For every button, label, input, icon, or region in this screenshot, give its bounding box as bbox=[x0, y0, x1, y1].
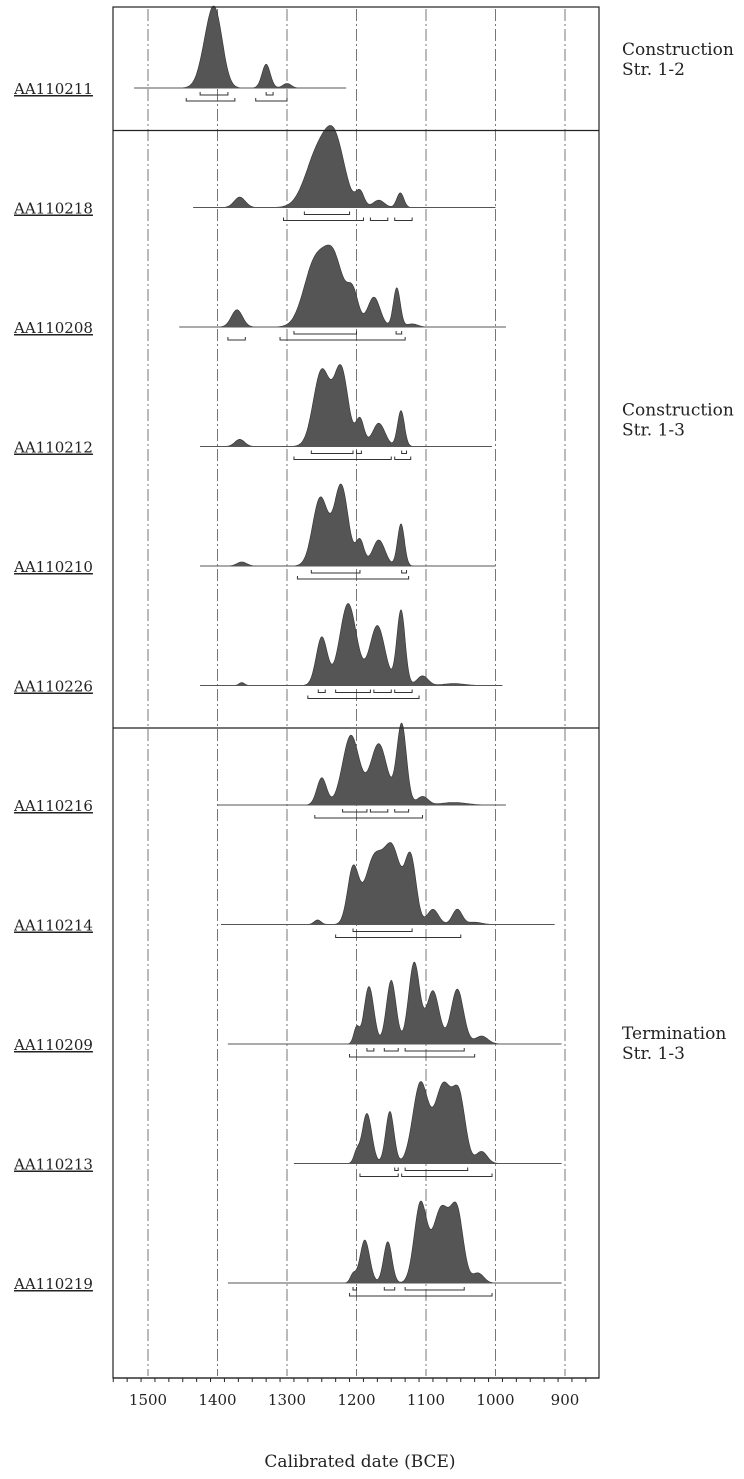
sample-AA110218 bbox=[193, 125, 496, 221]
sigma1-range-AA110209-0 bbox=[366, 1048, 375, 1052]
sigma2-range-AA110213-0 bbox=[359, 1173, 399, 1177]
sample-AA110219 bbox=[227, 1200, 562, 1297]
sample-AA110210 bbox=[200, 483, 496, 580]
sigma1-range-AA110208-1 bbox=[395, 331, 403, 335]
sample-labels: AA110211 AA110218 AA110208 AA110212 AA110210… bbox=[13, 80, 93, 1293]
tick-label-1200: 1200 bbox=[337, 1391, 375, 1409]
sample-label-AA110209: AA110209 bbox=[13, 1036, 93, 1054]
density-curves bbox=[134, 5, 562, 1297]
sigma2-range-AA110213-1 bbox=[401, 1173, 493, 1177]
sigma2-range-AA110226-0 bbox=[307, 695, 420, 699]
sigma2-range-AA110209-0 bbox=[349, 1054, 476, 1058]
sigma1-range-AA110226-0 bbox=[317, 689, 326, 693]
sample-label-AA110212: AA110212 bbox=[13, 439, 93, 457]
sample-AA110226 bbox=[200, 603, 503, 699]
sigma2-range-AA110211-0 bbox=[185, 98, 236, 102]
tick-label-1500: 1500 bbox=[129, 1391, 167, 1409]
sigma1-range-AA110226-1 bbox=[335, 689, 371, 693]
sigma2-range-AA110211-1 bbox=[255, 98, 288, 102]
sigma1-range-AA110212-2 bbox=[401, 450, 408, 454]
tick-label-900: 900 bbox=[551, 1391, 580, 1409]
sigma1-range-AA110212-0 bbox=[310, 450, 354, 454]
sigma1-range-AA110209-1 bbox=[383, 1048, 399, 1052]
sample-label-AA110219: AA110219 bbox=[13, 1275, 93, 1293]
sigma2-range-AA110208-1 bbox=[279, 337, 406, 341]
tick-label-1400: 1400 bbox=[198, 1391, 236, 1409]
sigma2-range-AA110212-0 bbox=[293, 456, 392, 460]
sample-label-AA110213: AA110213 bbox=[13, 1156, 93, 1174]
group-label-0: Construction Str. 1-2 bbox=[622, 40, 734, 80]
sample-label-AA110210: AA110210 bbox=[13, 558, 93, 576]
sigma1-range-AA110219-0 bbox=[352, 1287, 357, 1291]
group-label-2: Termination Str. 1-3 bbox=[622, 1024, 726, 1064]
sigma1-range-AA110213-1 bbox=[404, 1167, 469, 1171]
sample-AA110216 bbox=[217, 722, 506, 819]
sigma1-range-AA110216-1 bbox=[369, 809, 389, 813]
sigma1-range-AA110210-1 bbox=[401, 570, 408, 574]
sigma2-range-AA110212-1 bbox=[394, 456, 412, 460]
sample-AA110212 bbox=[200, 364, 493, 460]
sigma1-range-AA110216-2 bbox=[394, 809, 410, 813]
sigma1-range-AA110226-2 bbox=[373, 689, 392, 693]
sigma1-range-AA110211-1 bbox=[265, 92, 274, 96]
sample-AA110211 bbox=[134, 5, 347, 102]
sigma2-range-AA110218-1 bbox=[369, 217, 389, 221]
sample-AA110213 bbox=[293, 1081, 562, 1177]
x-axis: 1500 1400 1300 1200 1100 1000 900 bbox=[112, 1377, 599, 1409]
sample-label-AA110216: AA110216 bbox=[13, 797, 93, 815]
sigma2-range-AA110216-0 bbox=[314, 815, 424, 819]
sigma1-range-AA110219-2 bbox=[404, 1287, 465, 1291]
sample-label-AA110214: AA110214 bbox=[13, 917, 93, 935]
group-label-1: Construction Str. 1-3 bbox=[622, 400, 734, 440]
tick-label-1100: 1100 bbox=[407, 1391, 445, 1409]
sigma1-range-AA110209-2 bbox=[404, 1048, 465, 1052]
sigma1-range-AA110216-0 bbox=[342, 809, 368, 813]
sample-label-AA110211: AA110211 bbox=[13, 80, 93, 98]
group-labels: Construction Str. 1-2 Construction Str. 1-3… bbox=[622, 40, 734, 1064]
sigma2-range-AA110210-0 bbox=[296, 576, 410, 580]
tick-label-1300: 1300 bbox=[268, 1391, 306, 1409]
sigma2-range-AA110218-2 bbox=[394, 217, 413, 221]
sample-label-AA110218: AA110218 bbox=[13, 200, 93, 218]
sigma2-range-AA110218-0 bbox=[283, 217, 364, 221]
sigma2-range-AA110208-0 bbox=[227, 337, 246, 341]
sigma1-range-AA110213-0 bbox=[394, 1167, 399, 1171]
sample-label-AA110208: AA110208 bbox=[13, 319, 93, 337]
sigma1-range-AA110214-0 bbox=[352, 928, 413, 932]
sample-AA110208 bbox=[179, 244, 506, 341]
sigma1-range-AA110212-1 bbox=[356, 450, 362, 454]
sigma2-range-AA110214-0 bbox=[335, 934, 462, 938]
sigma1-range-AA110208-0 bbox=[293, 331, 357, 335]
sample-label-AA110226: AA110226 bbox=[13, 678, 93, 696]
sigma1-range-AA110211-0 bbox=[199, 92, 229, 96]
sigma1-range-AA110219-1 bbox=[383, 1287, 396, 1291]
sample-AA110209 bbox=[227, 961, 562, 1058]
sample-AA110214 bbox=[220, 842, 555, 938]
sigma1-range-AA110210-0 bbox=[310, 570, 361, 574]
sigma1-range-AA110218-0 bbox=[303, 211, 351, 215]
x-axis-title: Calibrated date (BCE) bbox=[264, 1452, 455, 1472]
tick-label-1000: 1000 bbox=[476, 1391, 514, 1409]
sigma2-range-AA110219-0 bbox=[349, 1293, 493, 1297]
sigma1-range-AA110226-3 bbox=[394, 689, 413, 693]
